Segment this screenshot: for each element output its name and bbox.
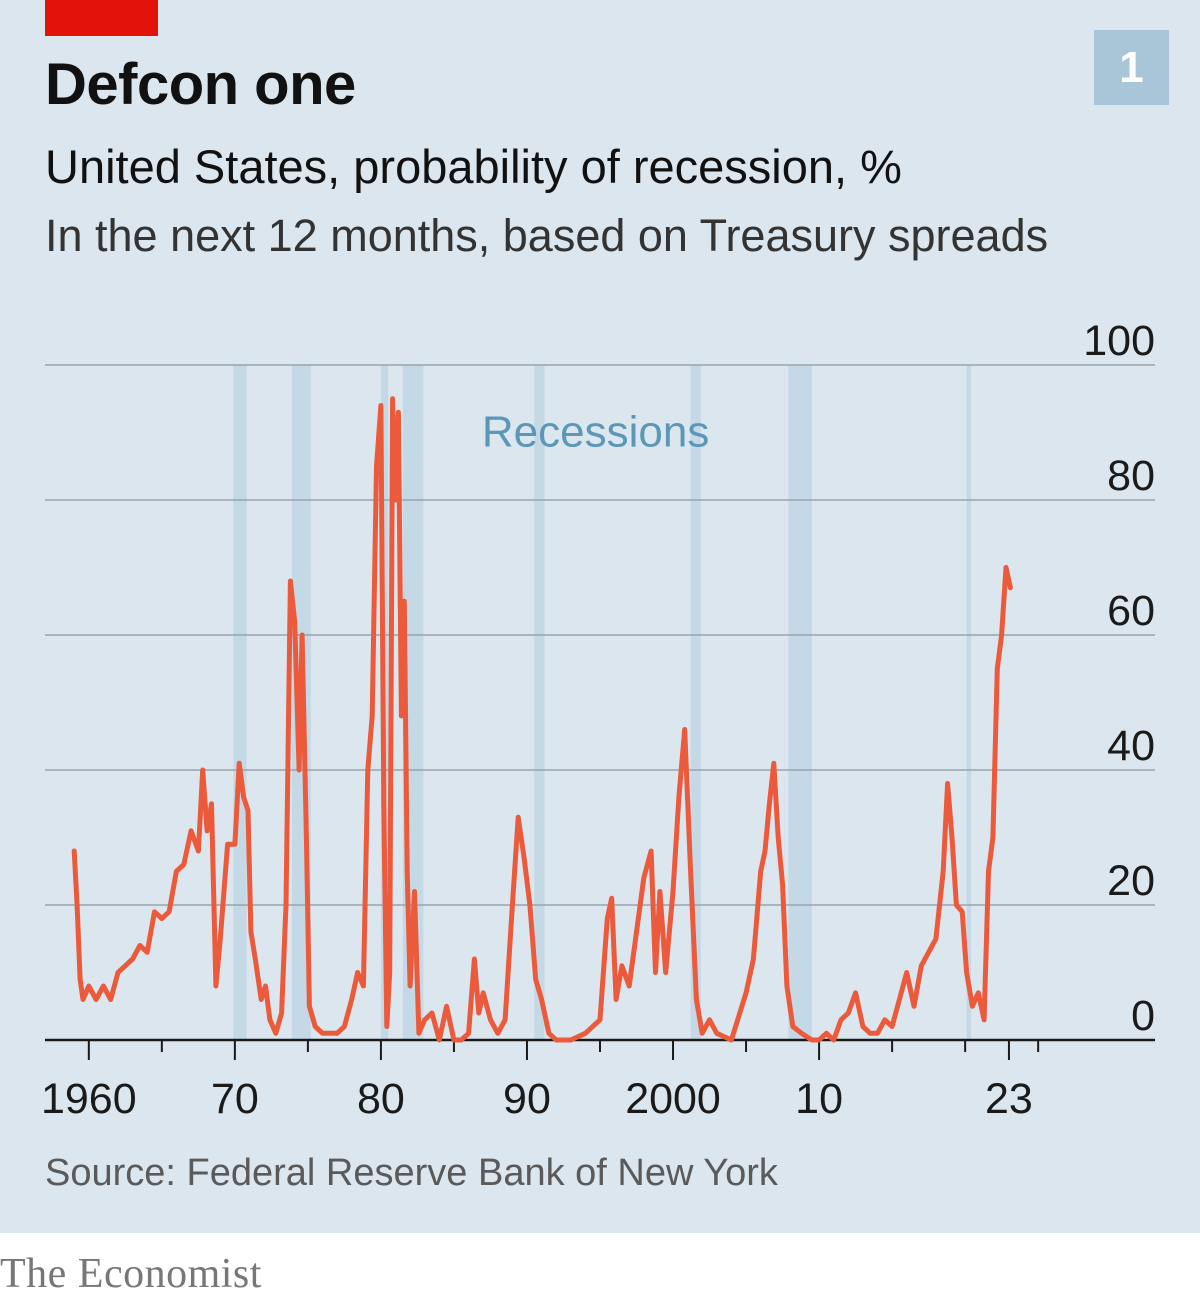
recession-bands [233, 365, 971, 1040]
recessions-annotation: Recessions [482, 408, 709, 457]
x-tick-label-2000: 2000 [625, 1075, 721, 1123]
x-tick-label-90: 90 [503, 1075, 551, 1123]
x-axis-labels: 1960 70 80 90 2000 10 23 [41, 1075, 1033, 1123]
recession-band-6 [788, 365, 812, 1040]
recession-band-0 [233, 365, 247, 1040]
gridlines [45, 364, 1155, 906]
x-tick-label-80: 80 [357, 1075, 405, 1123]
y-axis-labels: 0 20 40 60 80 100 [1083, 317, 1155, 1040]
recession-band-7 [966, 365, 971, 1040]
x-tick-label-10: 10 [795, 1075, 843, 1123]
chart-panel [0, 0, 1200, 1233]
chart-subsubtitle: In the next 12 months, based on Treasury… [45, 210, 1049, 261]
recession-band-5 [690, 365, 701, 1040]
x-axis [45, 1038, 1155, 1060]
y-tick-label-60: 60 [1107, 587, 1155, 635]
recession-band-4 [534, 365, 545, 1040]
publisher-logo: The Economist [0, 1251, 262, 1297]
series-line [71, 396, 1013, 1043]
chart-title: Defcon one [45, 52, 356, 117]
recession-probability-chart: 0 20 40 60 80 100 Recessions 1960 70 80 90 2000 10… [41, 317, 1155, 1123]
brand-red-tag [45, 0, 158, 36]
chart-subtitle: United States, probability of recession,… [45, 140, 902, 193]
y-tick-label-20: 20 [1107, 857, 1155, 905]
x-tick-label-1960: 1960 [41, 1075, 137, 1123]
x-tick-label-23: 23 [985, 1075, 1033, 1123]
y-tick-label-0: 0 [1131, 992, 1155, 1040]
source-note: Source: Federal Reserve Bank of New York [45, 1152, 778, 1194]
x-tick-label-70: 70 [211, 1075, 259, 1123]
y-tick-label-40: 40 [1107, 722, 1155, 770]
y-tick-label-100: 100 [1083, 317, 1155, 365]
y-tick-label-80: 80 [1107, 452, 1155, 500]
chart-number-badge: 1 [1094, 30, 1169, 105]
